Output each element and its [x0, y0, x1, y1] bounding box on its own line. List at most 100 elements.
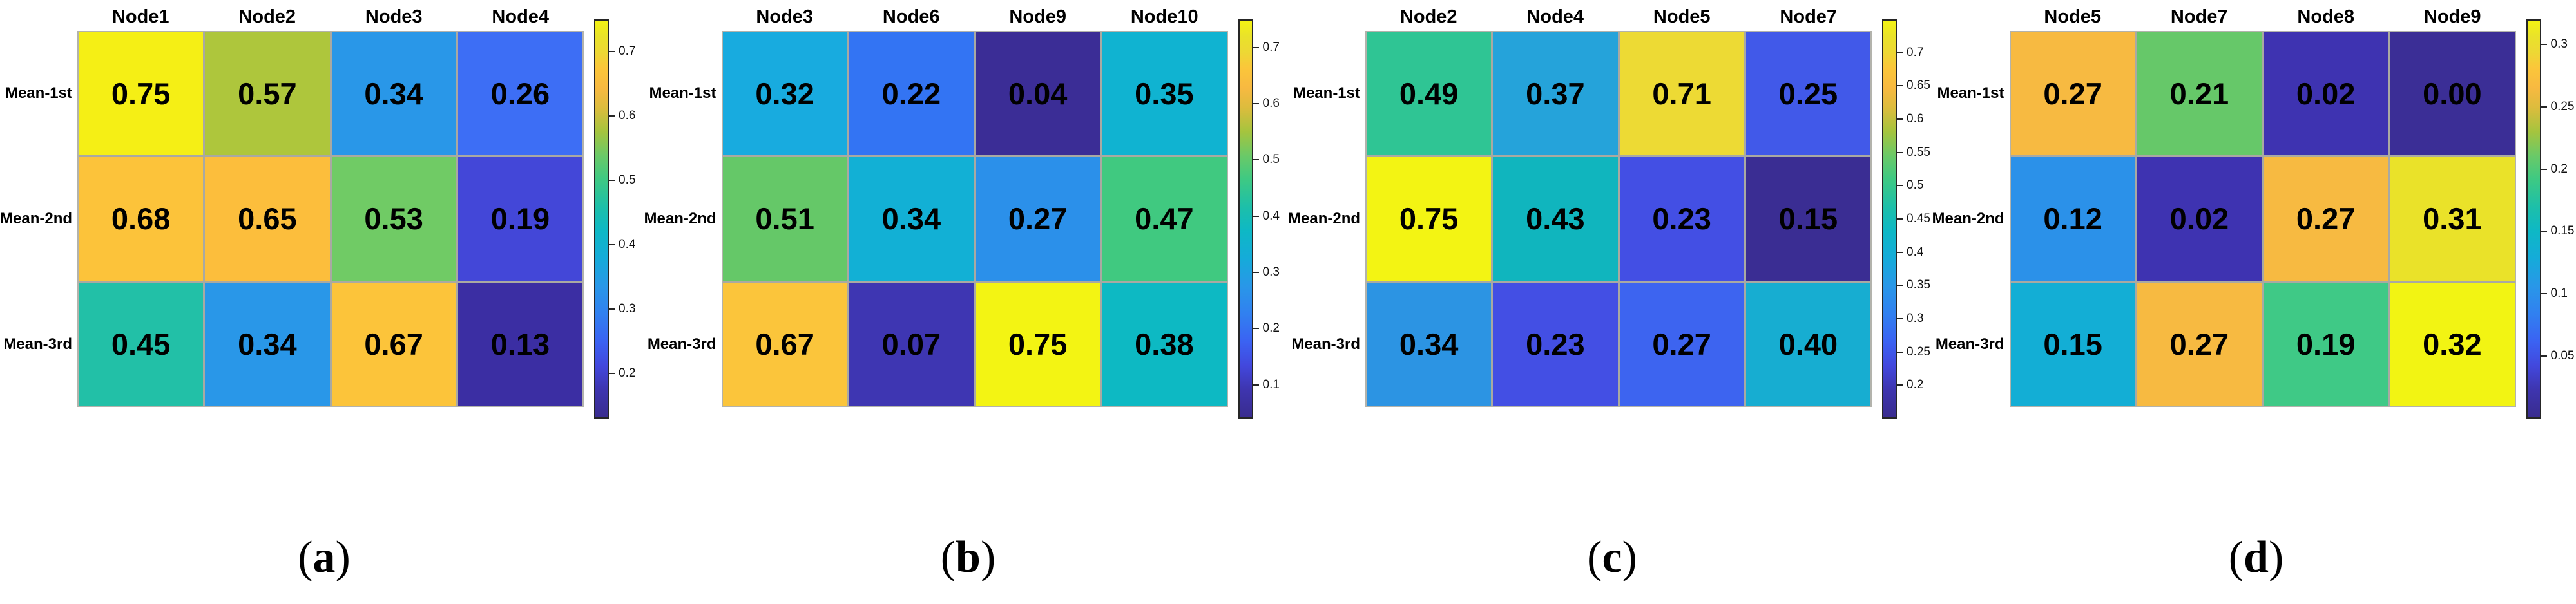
row-label-mean-2nd: Mean-2nd: [644, 210, 716, 227]
colorbar-tick-mark: [609, 115, 615, 117]
row-label-mean-2nd: Mean-2nd: [1932, 210, 2004, 227]
heatmap-cell: 0.68: [79, 157, 204, 281]
colorbar-tick-mark: [1897, 185, 1903, 187]
colorbar-tick-label: 0.2: [1907, 378, 1924, 392]
colorbar-tick-label: 0.7: [1907, 45, 1924, 59]
colorbar: [1238, 19, 1253, 419]
panel-caption: (b): [715, 529, 1222, 586]
heatmap-cell: 0.27: [1619, 282, 1744, 406]
heatmap-cell: 0.40: [1745, 282, 1870, 406]
colorbar-tick-mark: [1253, 271, 1259, 273]
heatmap-cell: 0.43: [1493, 157, 1618, 281]
colorbar-tick-label: 0.5: [1907, 178, 1924, 193]
column-label-node5: Node5: [2044, 6, 2102, 27]
colorbar-tick-mark: [2541, 231, 2547, 232]
column-label-node9: Node9: [2423, 6, 2481, 27]
colorbar-tick-mark: [1253, 384, 1259, 386]
colorbar-tick-label: 0.3: [1907, 312, 1924, 325]
colorbar-tick-mark: [2541, 355, 2547, 357]
colorbar-tick-label: 0.7: [619, 44, 636, 58]
heatmap-cell: 0.34: [849, 157, 974, 281]
heatmap-cell: 0.37: [1493, 32, 1618, 156]
colorbar-tick-mark: [2541, 168, 2547, 170]
heatmap-cell: 0.21: [2137, 32, 2262, 156]
colorbar-tick-mark: [609, 51, 615, 52]
heatmap-cell: 0.22: [849, 32, 974, 156]
caption-letter: a: [312, 533, 336, 582]
colorbar-tick-mark: [1253, 328, 1259, 330]
heatmap-grid: 0.75 0.57 0.34 0.26 0.68 0.65 0.53 0.19 0.45 0.34…: [77, 31, 584, 407]
heatmap-cell: 0.32: [2390, 282, 2515, 406]
colorbar-tick-mark: [1253, 102, 1259, 104]
heatmap-cell: 0.15: [2010, 282, 2135, 406]
colorbar-tick-label: 0.4: [1907, 245, 1924, 259]
heatmap-cell: 0.34: [331, 32, 456, 156]
colorbar-tick-label: 0.2: [2550, 162, 2568, 176]
colorbar-tick-mark: [1897, 118, 1903, 120]
heatmap-cell: 0.47: [1102, 157, 1227, 281]
colorbar-tick-mark: [1897, 251, 1903, 253]
heatmap-cell: 0.19: [457, 157, 582, 281]
heatmap-cell: 0.34: [205, 282, 330, 406]
colorbar-tick-mark: [1253, 46, 1259, 48]
colorbar: [2526, 19, 2541, 419]
panel-caption: (d): [2003, 529, 2510, 586]
colorbar-tick-label: 0.6: [619, 109, 636, 122]
caption-close-paren: ): [335, 533, 351, 582]
heatmap-cell: 0.34: [1367, 282, 1492, 406]
column-label-node3: Node3: [756, 6, 814, 27]
heatmap-cell: 0.23: [1493, 282, 1618, 406]
column-labels: Node1 Node2 Node3 Node4: [77, 6, 584, 28]
panel-caption: (c): [1359, 529, 1865, 586]
heatmap-cell: 0.49: [1367, 32, 1492, 156]
heatmap-cell: 0.75: [1367, 157, 1492, 281]
colorbar-tick-label: 0.7: [1262, 40, 1280, 54]
colorbar-tick-label: 0.65: [1907, 79, 1930, 93]
heatmap-cell: 0.12: [2010, 157, 2135, 281]
heatmap-cell: 0.45: [79, 282, 204, 406]
colorbar-tick-label: 0.45: [1907, 212, 1930, 225]
heatmap-cell: 0.67: [722, 282, 847, 406]
colorbar-tick-mark: [2541, 43, 2547, 45]
heatmap-cell: 0.75: [976, 282, 1101, 406]
caption-open-paren: (: [1587, 533, 1602, 582]
heatmap-cell: 0.38: [1102, 282, 1227, 406]
heatmap-panel: Node1 Node2 Node3 Node4 Mean-1st Mean-2nd Mea…: [0, 0, 644, 604]
colorbar-tick-mark: [1897, 285, 1903, 287]
row-label-mean-1st: Mean-1st: [649, 84, 716, 102]
heatmap-cell: 0.32: [722, 32, 847, 156]
caption-open-paren: (: [940, 533, 956, 582]
column-label-node3: Node3: [365, 6, 423, 27]
colorbar-tick-mark: [1253, 159, 1259, 161]
column-label-node10: Node10: [1130, 6, 1198, 27]
colorbar-tick-label: 0.3: [2550, 37, 2568, 51]
heatmap-cell: 0.19: [2264, 282, 2389, 406]
caption-close-paren: ): [2268, 533, 2284, 582]
colorbar-tick-mark: [1897, 384, 1903, 386]
heatmap-cell: 0.02: [2264, 32, 2389, 156]
colorbar-tick-label: 0.15: [2550, 224, 2575, 238]
colorbar-tick-label: 0.05: [2550, 349, 2575, 363]
caption-letter: c: [1602, 533, 1622, 582]
colorbar-tick-mark: [1897, 351, 1903, 353]
colorbar-tick-label: 0.25: [1907, 344, 1930, 359]
heatmap-panel: Node2 Node4 Node5 Node7 Mean-1st Mean-2nd Mea…: [1288, 0, 1932, 604]
heatmap-panel: Node3 Node6 Node9 Node10 Mean-1st Mean-2nd Me…: [644, 0, 1289, 604]
colorbar-tick-mark: [1897, 85, 1903, 87]
row-label-mean-1st: Mean-1st: [5, 84, 72, 102]
heatmap-cell: 0.27: [976, 157, 1101, 281]
column-labels: Node5 Node7 Node8 Node9: [2010, 6, 2516, 28]
colorbar-tick-label: 0.5: [619, 173, 636, 187]
caption-letter: b: [956, 533, 981, 582]
row-label-mean-3rd: Mean-3rd: [3, 335, 72, 353]
colorbar-tick-mark: [1897, 151, 1903, 153]
heatmap-cell: 0.35: [1102, 32, 1227, 156]
column-labels: Node3 Node6 Node9 Node10: [722, 6, 1228, 28]
row-label-mean-1st: Mean-1st: [1937, 84, 2004, 102]
heatmap-cell: 0.53: [331, 157, 456, 281]
colorbar-tick-mark: [609, 373, 615, 374]
column-label-node8: Node8: [2297, 6, 2355, 27]
panel-caption: (a): [71, 529, 577, 586]
heatmap-grid: 0.32 0.22 0.04 0.35 0.51 0.34 0.27 0.47 0.67 0.07…: [721, 31, 1228, 407]
